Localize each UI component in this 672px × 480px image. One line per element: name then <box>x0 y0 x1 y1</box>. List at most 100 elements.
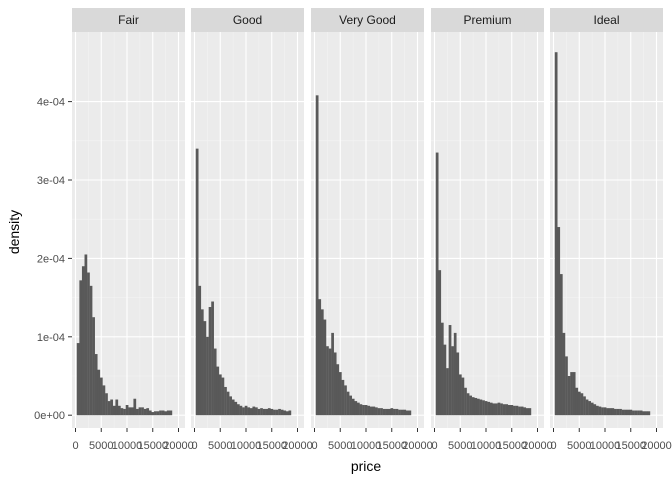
histogram-bar <box>349 395 352 416</box>
histogram-bar <box>200 309 204 416</box>
histogram-bar <box>515 405 519 416</box>
x-axis-title: price <box>351 458 382 474</box>
histogram-bar <box>128 407 132 416</box>
histogram-bar <box>231 399 235 416</box>
histogram-bar <box>280 409 284 416</box>
histogram-bar <box>247 407 251 416</box>
x-tick-label: 10000 <box>112 440 143 452</box>
facet-strip <box>550 8 663 32</box>
x-tick-label: 15000 <box>376 440 407 452</box>
histogram-bar <box>523 407 527 416</box>
x-tick-label: 20000 <box>402 440 433 452</box>
histogram-bar <box>492 403 496 416</box>
histogram-bar <box>476 398 480 416</box>
histogram-bar <box>364 405 368 416</box>
histogram-bar <box>346 391 350 416</box>
histogram-bar <box>362 405 365 416</box>
histogram-bar <box>469 395 472 416</box>
histogram-bar <box>513 405 516 416</box>
histogram-bar <box>380 408 383 416</box>
histogram-bar <box>608 408 612 416</box>
histogram-bar <box>206 336 209 416</box>
histogram-bar <box>79 280 83 416</box>
histogram-bar <box>562 332 566 416</box>
histogram-bar <box>257 408 261 416</box>
histogram-bar <box>213 348 217 416</box>
x-tick-label: 15000 <box>615 440 646 452</box>
x-tick-label: 10000 <box>351 440 382 452</box>
x-tick-label: 5000 <box>89 440 113 452</box>
x-tick-label: 5000 <box>208 440 232 452</box>
histogram-bar <box>76 343 80 416</box>
x-tick-label: 15000 <box>256 440 287 452</box>
y-tick-label: 4e-04 <box>37 97 65 109</box>
histogram-bar <box>97 369 101 416</box>
histogram-bar <box>195 148 199 416</box>
histogram-bar <box>466 393 470 416</box>
histogram-bar <box>234 401 238 416</box>
histogram-bar <box>323 319 327 416</box>
histogram-bar <box>143 408 147 416</box>
x-tick-label: 15000 <box>496 440 527 452</box>
histogram-bar <box>611 408 615 416</box>
histogram-bar <box>446 368 449 416</box>
histogram-bar <box>102 385 106 416</box>
histogram-bar <box>89 285 93 416</box>
facet-strip-label: Very Good <box>339 13 396 27</box>
histogram-bar <box>482 400 485 416</box>
histogram-bar <box>148 410 152 416</box>
histogram-bar <box>495 403 498 416</box>
histogram-bar <box>331 332 334 416</box>
histogram-bar <box>616 408 620 416</box>
histogram-bar <box>438 270 442 416</box>
histogram-bar <box>461 377 465 416</box>
histogram-bar <box>590 402 594 416</box>
histogram-bar <box>603 407 607 416</box>
histogram-bar <box>166 410 170 416</box>
histogram-bar <box>224 386 227 416</box>
histogram-bar <box>92 317 95 416</box>
histogram-bar <box>385 408 389 416</box>
histogram-bar <box>575 387 579 416</box>
x-tick-label: 20000 <box>163 440 194 452</box>
histogram-bar <box>110 399 113 416</box>
x-tick-label: 10000 <box>590 440 621 452</box>
x-tick-label: 20000 <box>282 440 313 452</box>
histogram-bar <box>164 411 168 416</box>
histogram-bar <box>229 396 232 416</box>
histogram-bar <box>265 408 269 416</box>
histogram-bar <box>99 377 103 416</box>
histogram-bar <box>262 408 266 416</box>
histogram-bar <box>572 372 576 416</box>
histogram-bar <box>637 410 640 416</box>
histogram-bar <box>136 408 139 416</box>
histogram-bar <box>141 407 144 416</box>
histogram-bar <box>288 410 292 416</box>
histogram-bar <box>505 404 509 416</box>
histogram-bar <box>117 405 121 416</box>
histogram-bar <box>448 325 452 416</box>
histogram-bar <box>400 409 404 416</box>
histogram-bar <box>585 399 589 416</box>
histogram-bar <box>159 410 162 416</box>
histogram-bar <box>236 404 240 416</box>
histogram-bar <box>601 407 604 416</box>
x-tick-label: 5000 <box>448 440 472 452</box>
histogram-bar <box>344 385 347 416</box>
histogram-bar <box>333 352 337 416</box>
histogram-bar <box>239 405 243 416</box>
histogram-bar <box>255 407 258 416</box>
y-tick-label: 3e-04 <box>37 175 65 187</box>
histogram-bar <box>518 406 521 416</box>
histogram-bar <box>408 410 412 416</box>
facet-strip-label: Good <box>233 13 262 27</box>
histogram-bar <box>81 266 85 416</box>
histogram-bar <box>198 285 202 416</box>
histogram-bar <box>115 399 119 416</box>
histogram-bar <box>351 398 355 416</box>
histogram-bar <box>249 408 253 416</box>
